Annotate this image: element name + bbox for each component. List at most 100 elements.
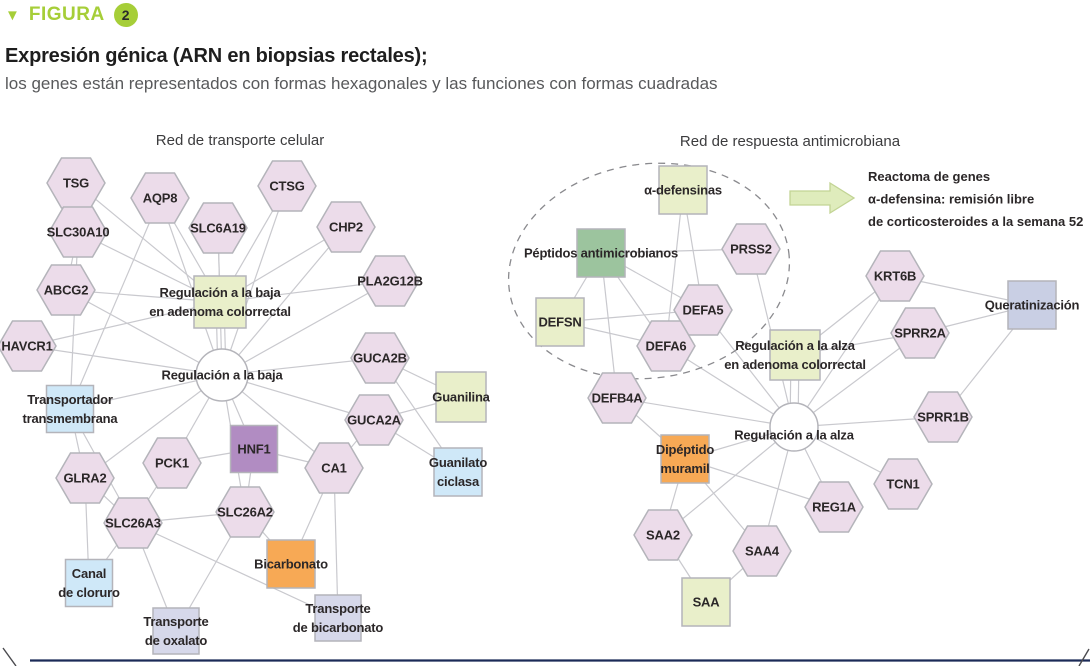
edge [662,426,795,536]
hexagon-shape [873,458,933,510]
node-label: Regulación a la baja en adenoma colorrect… [149,285,291,319]
node-slc6a19: SLC6A19 [188,202,248,254]
triangle-marker-icon: ▼ [5,6,20,24]
edge [65,289,223,376]
node-sprr1b: SPRR1B [913,391,973,443]
node-label: HNF1 [237,442,270,457]
node-alfaDef: α-defensinas [644,165,722,215]
node-tcn1: TCN1 [873,458,933,510]
node-label: Canal de cloruro [58,566,120,600]
hexagon-shape [587,372,647,424]
node-defa6: DEFA6 [636,320,696,372]
node-transpBicarb: Transporte de bicarbonato [293,594,384,642]
circle-shape [769,402,819,452]
node-label: GUCA2A [347,413,402,428]
node-label: PLA2G12B [357,274,423,289]
node-transpOxalato: Transporte de oxalato [143,607,209,655]
node-label: Queratinización [985,298,1080,313]
hexagon-shape [48,206,108,258]
node-prss2: PRSS2 [721,223,781,275]
node-label: DEFB4A [592,391,644,406]
edge [84,374,223,479]
corner-tick-right [1078,648,1090,666]
node-canalCloruro: Canal de cloruro [58,558,120,608]
circle-shape [195,348,249,402]
figure-subtitle: los genes están representados con formas… [5,74,718,93]
square-shape [576,228,626,278]
node-label: SPRR2A [894,326,946,341]
node-label: Bicarbonato [254,557,328,572]
square-shape [1007,280,1057,330]
hexagon-shape [890,307,950,359]
square-shape [193,275,247,329]
node-hnf1: HNF1 [229,424,279,474]
node-label: CTSG [269,179,304,194]
hexagon-shape [865,250,925,302]
node-ctsg: CTSG [257,160,317,212]
annotation-line: α-defensina: remisión libre [868,192,1034,207]
node-label: Guanilina [432,390,490,405]
node-regBajaAdenoma: Regulación a la baja en adenoma colorrect… [149,275,291,329]
node-label: CA1 [321,461,346,476]
node-label: SPRR1B [917,410,969,425]
node-label: Transporte de oxalato [143,614,208,648]
hexagon-shape [46,157,106,209]
node-krt6b: KRT6B [865,250,925,302]
node-label: SLC26A2 [217,505,273,520]
edge [159,197,223,376]
node-label: Regulación a la alza [734,428,855,443]
node-guanilina: Guanilina [432,371,491,423]
hexagon-shape [55,452,115,504]
node-regAlza: Regulación a la alza [734,402,855,452]
edge [221,226,347,376]
node-label: SLC30A10 [47,225,110,240]
node-saa2: SAA2 [633,509,693,561]
node-saa: SAA [681,577,731,627]
node-label: KRT6B [874,269,916,284]
square-shape [64,558,114,608]
hexagon-shape [257,160,317,212]
node-slc30a10: SLC30A10 [47,206,110,258]
node-label: TCN1 [886,477,919,492]
hexagon-shape [732,525,792,577]
hexagon-shape [913,391,973,443]
node-regAlzaAdenoma: Regulación a la alza en adenoma colorrect… [724,329,866,381]
node-label: TSG [63,176,89,191]
hexagon-shape [0,320,57,372]
network-title: Red de transporte celular [156,132,324,149]
node-label: DEFA5 [683,303,724,318]
node-label: REG1A [812,500,857,515]
node-regBaja: Regulación a la baja [162,348,284,402]
hexagon-shape [633,509,693,561]
node-label: CHP2 [329,220,363,235]
node-transmembrana: Transportador transmembrana [23,384,119,434]
node-defsn: DEFSN [535,297,585,347]
square-shape [152,607,200,655]
figure-label: FIGURA [28,4,105,25]
node-label: GLRA2 [63,471,106,486]
node-label: Regulación a la baja [162,368,284,383]
hexagon-shape [36,264,96,316]
node-label: DEFSN [538,315,581,330]
square-shape [45,384,95,434]
node-queratin: Queratinización [985,280,1080,330]
hexagon-shape [344,394,404,446]
hexagon-shape [130,172,190,224]
hexagon-shape [142,437,202,489]
edge [616,397,795,428]
edge [221,280,391,376]
node-slc26a2: SLC26A2 [215,486,275,538]
square-shape [229,424,279,474]
edge [26,345,223,376]
node-label: SLC26A3 [105,516,161,531]
hexagon-shape [360,255,420,307]
node-glra2: GLRA2 [55,452,115,504]
annotation-line: Reactoma de genes [868,169,990,184]
edge [132,522,339,619]
node-chp2: CHP2 [316,201,376,253]
node-bicarbonato: Bicarbonato [254,539,328,589]
annotation: Reactoma de genes α-defensina: remisión l… [789,169,1083,229]
edge [221,185,288,376]
